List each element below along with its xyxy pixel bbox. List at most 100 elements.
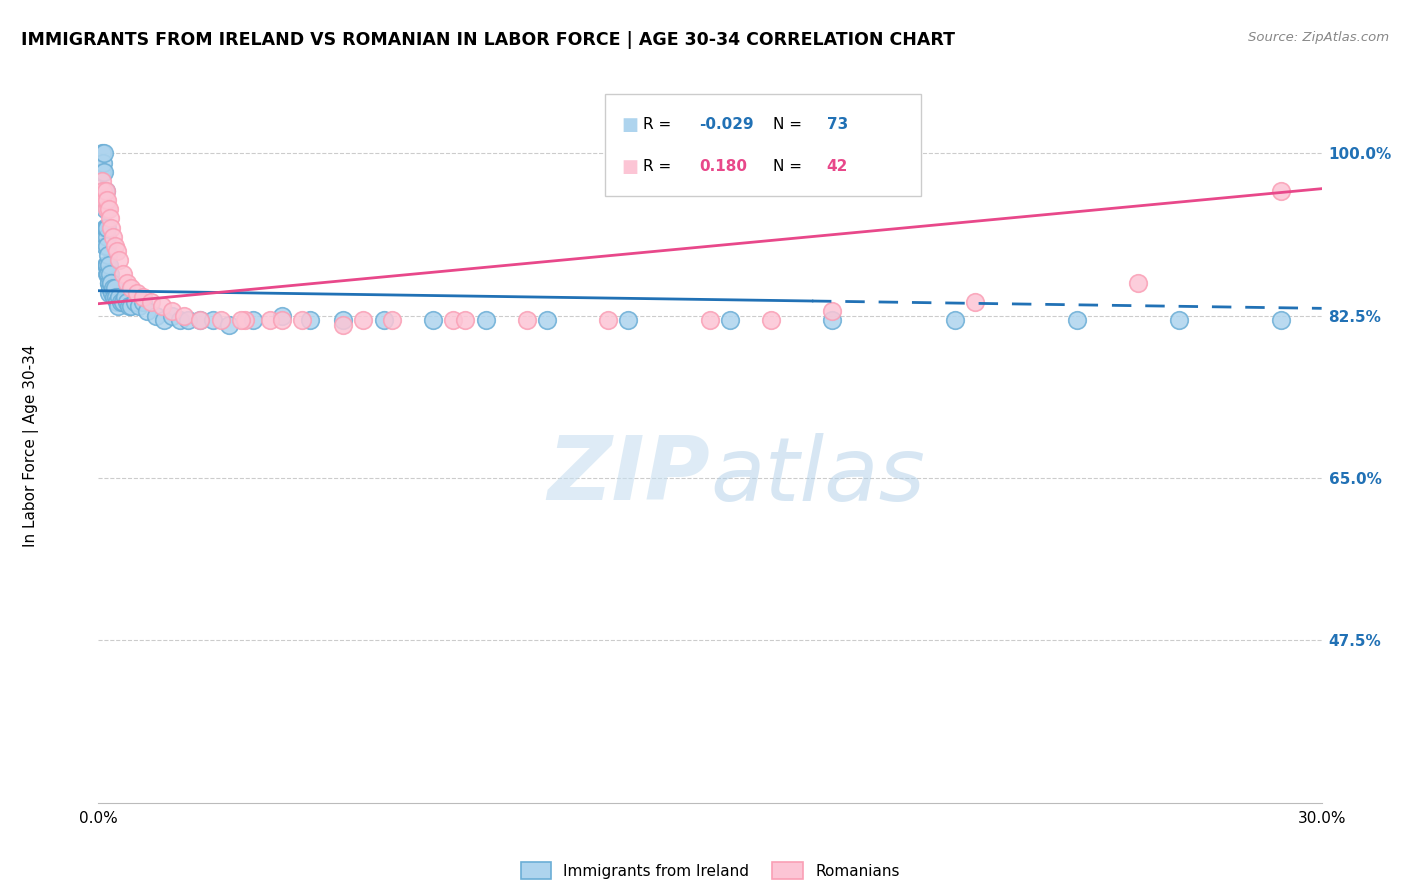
Point [103, 290, 125, 304]
Point [104, 290, 127, 304]
Point [115, 277, 138, 291]
Point [242, 313, 264, 327]
Point [270, 313, 294, 327]
Point [270, 309, 294, 323]
Point [96, 239, 118, 253]
Text: ■: ■ [621, 158, 638, 176]
Text: N =: N = [773, 160, 803, 174]
Point [91, 165, 114, 179]
Point [96, 193, 118, 207]
Point [127, 285, 149, 300]
Point [97, 248, 120, 262]
Point [173, 309, 195, 323]
Point [91, 155, 114, 169]
Point [96, 202, 118, 216]
Point [177, 313, 200, 327]
Text: atlas: atlas [710, 433, 925, 519]
Point [536, 313, 558, 327]
Point [94, 220, 117, 235]
Point [97, 202, 120, 216]
Point [96, 184, 118, 198]
Point [1066, 313, 1088, 327]
Point [105, 244, 128, 258]
Point [90, 184, 112, 198]
Point [128, 300, 150, 314]
Point [233, 313, 256, 327]
Text: Source: ZipAtlas.com: Source: ZipAtlas.com [1249, 31, 1389, 45]
Point [98, 277, 121, 291]
Point [96, 258, 118, 272]
Point [118, 300, 141, 314]
Point [93, 202, 115, 216]
Point [104, 239, 127, 253]
Point [108, 253, 131, 268]
Point [352, 313, 374, 327]
Point [96, 220, 118, 235]
Point [160, 304, 183, 318]
Point [94, 239, 117, 253]
Text: 0.180: 0.180 [699, 160, 747, 174]
Point [332, 318, 354, 332]
Point [105, 294, 128, 309]
Legend: Immigrants from Ireland, Romanians: Immigrants from Ireland, Romanians [515, 855, 905, 886]
Text: ■: ■ [621, 116, 638, 134]
Point [201, 313, 224, 327]
Point [150, 300, 173, 314]
Point [101, 230, 124, 244]
Point [94, 184, 117, 198]
Text: In Labor Force | Age 30-34: In Labor Force | Age 30-34 [22, 344, 39, 548]
Point [188, 313, 212, 327]
Point [96, 267, 118, 281]
Point [145, 309, 167, 323]
Point [259, 313, 281, 327]
Point [422, 313, 444, 327]
Point [93, 165, 115, 179]
Point [101, 285, 124, 300]
Point [100, 277, 122, 291]
Point [132, 290, 155, 304]
Point [120, 300, 142, 314]
Point [98, 277, 121, 291]
Point [93, 146, 115, 161]
Point [98, 258, 121, 272]
Point [107, 300, 129, 314]
Point [136, 304, 159, 318]
Point [381, 313, 404, 327]
Point [598, 313, 620, 327]
Point [1128, 277, 1150, 291]
Point [1270, 184, 1292, 198]
Point [111, 267, 134, 281]
Point [141, 294, 163, 309]
Point [291, 313, 314, 327]
Point [132, 294, 155, 309]
Point [110, 294, 132, 309]
Point [96, 230, 118, 244]
Text: 73: 73 [827, 118, 848, 132]
Point [124, 294, 146, 309]
Point [91, 184, 114, 198]
Text: ZIP: ZIP [547, 433, 710, 519]
Point [218, 318, 240, 332]
Point [454, 313, 477, 327]
Point [1167, 313, 1189, 327]
Point [93, 193, 115, 207]
Point [98, 281, 121, 295]
Text: 42: 42 [827, 160, 848, 174]
Point [108, 290, 131, 304]
Point [299, 313, 322, 327]
Point [104, 281, 127, 295]
Point [152, 313, 174, 327]
Text: R =: R = [643, 160, 671, 174]
Point [188, 313, 212, 327]
Point [98, 211, 121, 226]
Point [720, 313, 742, 327]
Point [115, 294, 138, 309]
Point [169, 313, 191, 327]
Point [699, 313, 721, 327]
Point [100, 220, 122, 235]
Point [373, 313, 395, 327]
Point [97, 267, 120, 281]
Point [96, 258, 118, 272]
Point [332, 313, 354, 327]
Point [94, 184, 117, 198]
